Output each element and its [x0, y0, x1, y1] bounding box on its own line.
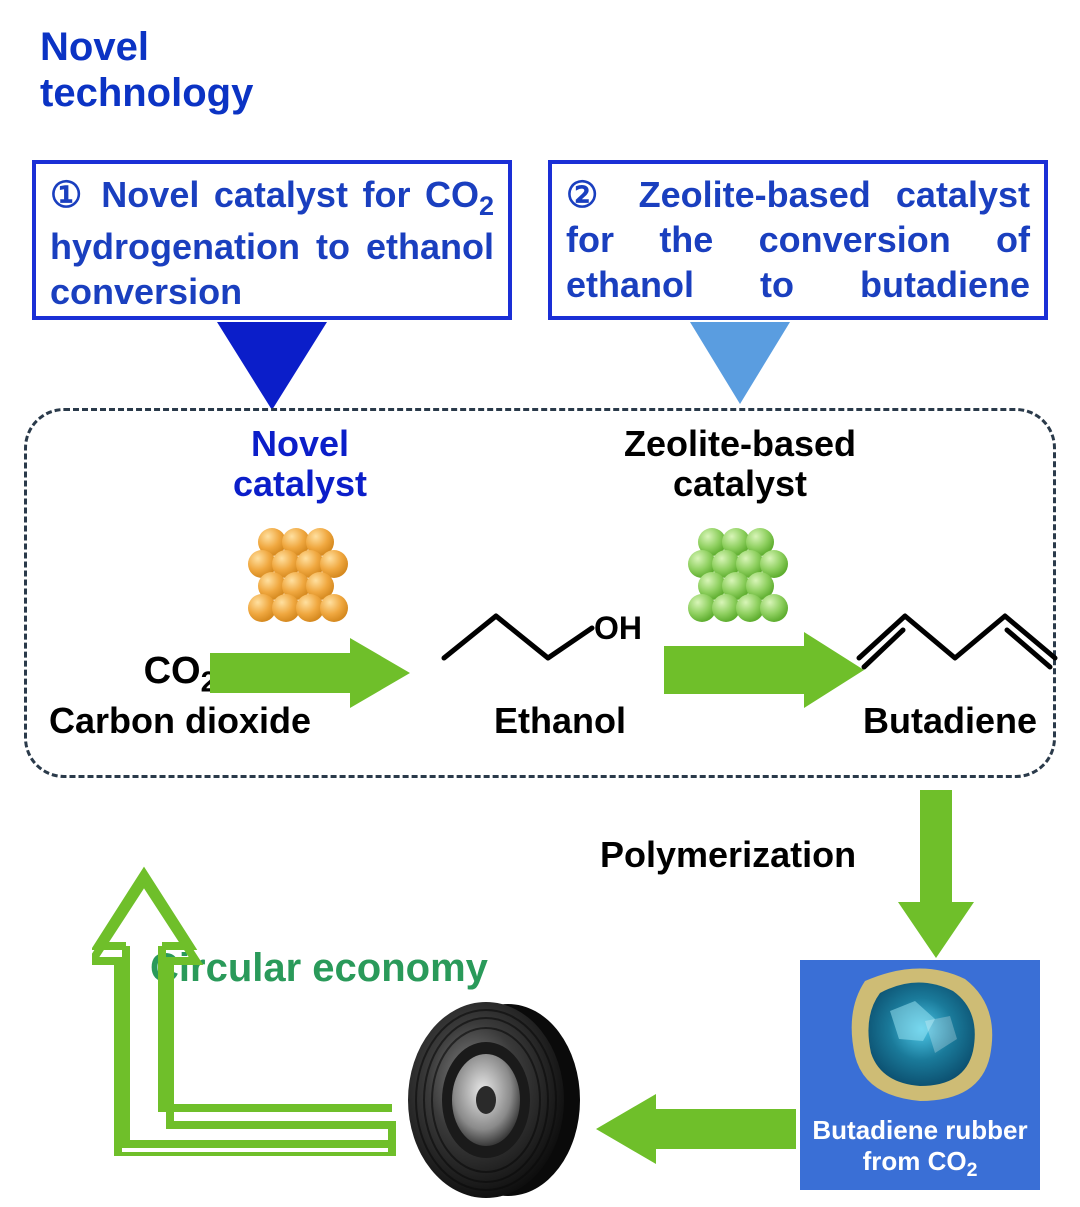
ethanol-structure-icon [438, 600, 598, 670]
zeolite-catalyst-icon [688, 522, 798, 632]
rubber-line1: Butadiene rubber [812, 1115, 1027, 1146]
catalyst-box-1: ① Novel catalyst for CO2 hydrogenation t… [32, 160, 512, 320]
novel-catalyst-icon [248, 522, 358, 632]
polymerization-label: Polymerization [600, 834, 856, 876]
rubber-sample-icon [835, 961, 1005, 1111]
catalyst-box-2: ② Zeolite-based catalyst for the convers… [548, 160, 1048, 320]
box1-text: ① Novel catalyst for CO2 hydrogenation t… [50, 174, 494, 312]
pointer-triangle-2 [690, 322, 790, 404]
novel-catalyst-label: Novel catalyst [200, 424, 400, 503]
arrow-rubber-to-tire [596, 1094, 796, 1164]
box2-text: ② Zeolite-based catalyst for the convers… [566, 174, 1030, 305]
ethanol-label: Ethanol [460, 700, 660, 742]
pointer-triangle-1 [217, 322, 327, 410]
arrow-down-polymerization [898, 790, 974, 958]
butadiene-structure-icon [855, 602, 1060, 672]
oh-label: OH [594, 610, 642, 647]
arrow-circular-loop [92, 786, 402, 1156]
tire-icon [398, 1000, 588, 1200]
rubber-line2: from CO2 [863, 1146, 978, 1182]
arrow-ethanol-to-butadiene [664, 632, 864, 708]
arrow-co2-to-ethanol [210, 638, 410, 708]
butadiene-label: Butadiene [840, 700, 1060, 742]
page-title: Novel technology [40, 24, 253, 116]
rubber-panel: Butadiene rubber from CO2 [800, 960, 1040, 1190]
zeolite-catalyst-label: Zeolite-based catalyst [590, 424, 890, 503]
